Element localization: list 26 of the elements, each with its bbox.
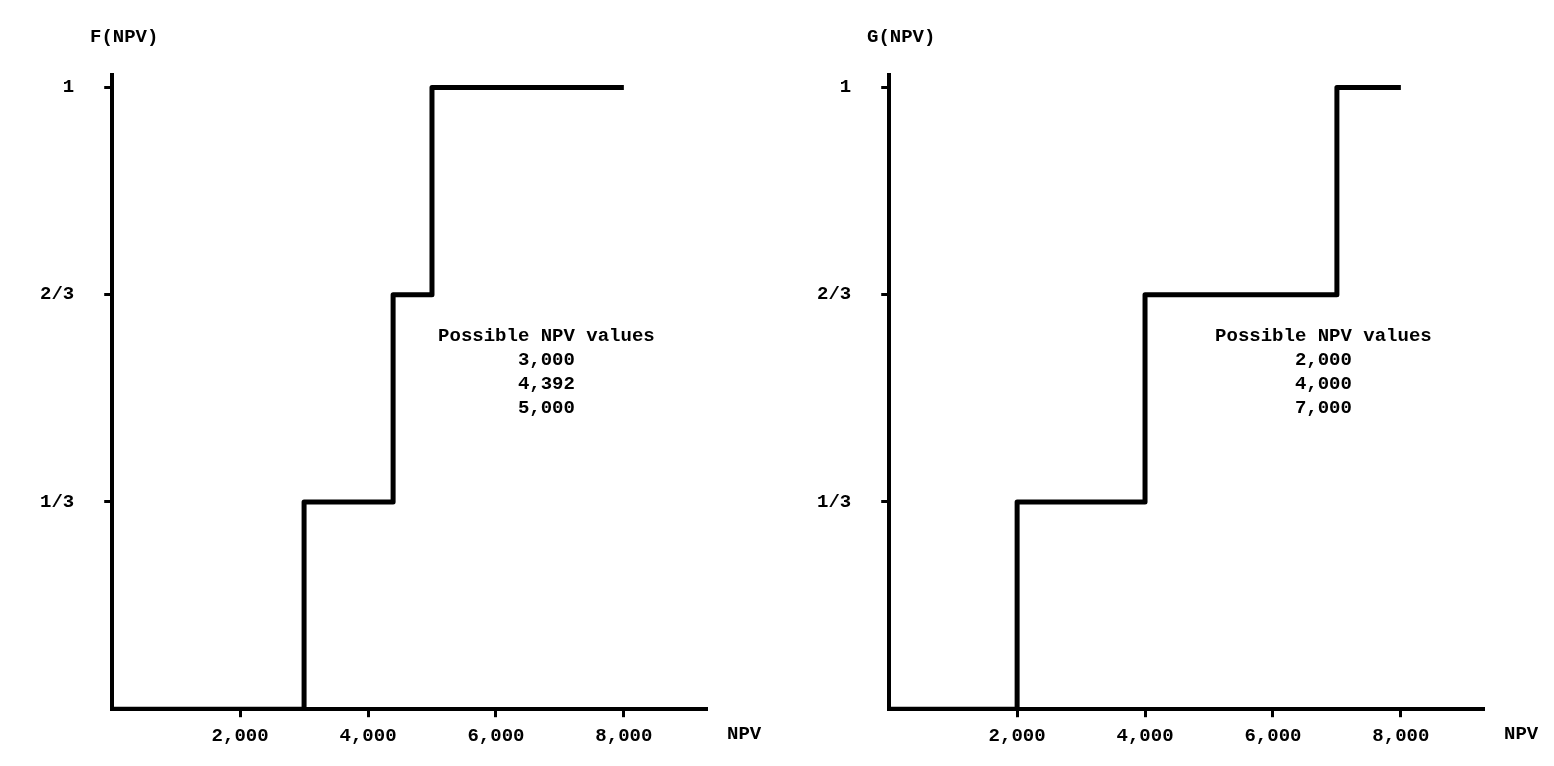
y-tick-label: 1 <box>62 76 75 99</box>
y-axis-title: F(NPV) <box>89 26 159 49</box>
x-tick-label: 4,000 <box>339 725 397 748</box>
annotation: 2,000 <box>1294 348 1352 371</box>
annotation: Possible NPV values <box>1215 324 1432 347</box>
annotation: 5,000 <box>517 396 575 419</box>
y-tick-label: 2/3 <box>816 283 852 306</box>
x-axis-title: NPV <box>1504 723 1539 746</box>
x-tick-label: 8,000 <box>1372 725 1430 748</box>
x-axis-title: NPV <box>727 723 762 746</box>
x-tick-label: 6,000 <box>1244 725 1302 748</box>
x-tick-label: 6,000 <box>467 725 525 748</box>
y-tick-label: 2/3 <box>39 283 75 306</box>
y-axis-title: G(NPV) <box>866 26 936 49</box>
annotation: 3,000 <box>517 348 575 371</box>
x-tick-label: 4,000 <box>1116 725 1174 748</box>
y-tick-label: 1 <box>839 76 852 99</box>
x-tick-label: 8,000 <box>595 725 653 748</box>
x-tick-label: 2,000 <box>988 725 1046 748</box>
annotation: Possible NPV values <box>438 324 655 347</box>
y-tick-label: 1/3 <box>816 490 852 513</box>
x-tick-label: 2,000 <box>211 725 269 748</box>
annotation: 4,392 <box>517 372 575 395</box>
y-tick-label: 1/3 <box>39 490 75 513</box>
annotation: 7,000 <box>1294 396 1352 419</box>
annotation: 4,000 <box>1294 372 1352 395</box>
